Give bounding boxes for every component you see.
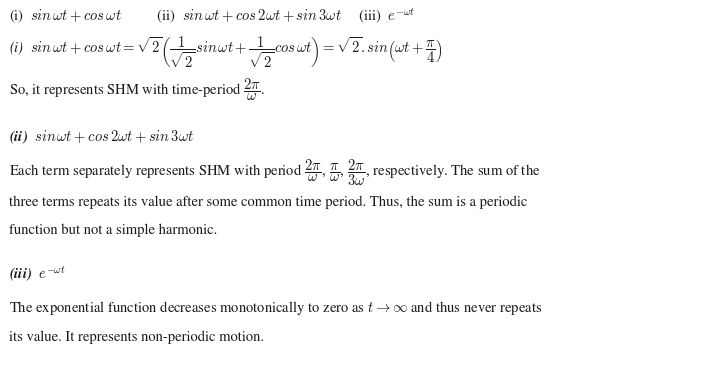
- Text: (i)  $\mathit{sin\,\omega t + cos\,\omega t}$          (ii)  $\mathit{sin\,\omeg: (i) $\mathit{sin\,\omega t + cos\,\omega…: [9, 6, 415, 25]
- Text: three terms repeats its value after some common time period. Thus, the sum is a : three terms repeats its value after some…: [9, 196, 527, 209]
- Text: (ii)  $\mathit{sin\,\omega t + cos\,2\omega t + sin\,3\omega t}$: (ii) $\mathit{sin\,\omega t + cos\,2\ome…: [9, 129, 193, 146]
- Text: function but not a simple harmonic.: function but not a simple harmonic.: [9, 224, 217, 237]
- Text: Each term separately represents SHM with period $\dfrac{2\pi}{\omega}$, $\dfrac{: Each term separately represents SHM with…: [9, 157, 540, 188]
- Text: The exponential function decreases monotonically to zero as $t \rightarrow \inft: The exponential function decreases monot…: [9, 299, 542, 317]
- Text: (i)  $\mathit{sin\,\omega t + cos\,\omega t} = \sqrt{2}\left(\dfrac{1}{\sqrt{2}}: (i) $\mathit{sin\,\omega t + cos\,\omega…: [9, 35, 442, 70]
- Text: its value. It represents non-periodic motion.: its value. It represents non-periodic mo…: [9, 331, 263, 344]
- Text: So, it represents SHM with time-period $\dfrac{2\pi}{\omega}$.: So, it represents SHM with time-period $…: [9, 76, 265, 103]
- Text: (iii)  $e^{-\omega t}$: (iii) $e^{-\omega t}$: [9, 264, 65, 283]
